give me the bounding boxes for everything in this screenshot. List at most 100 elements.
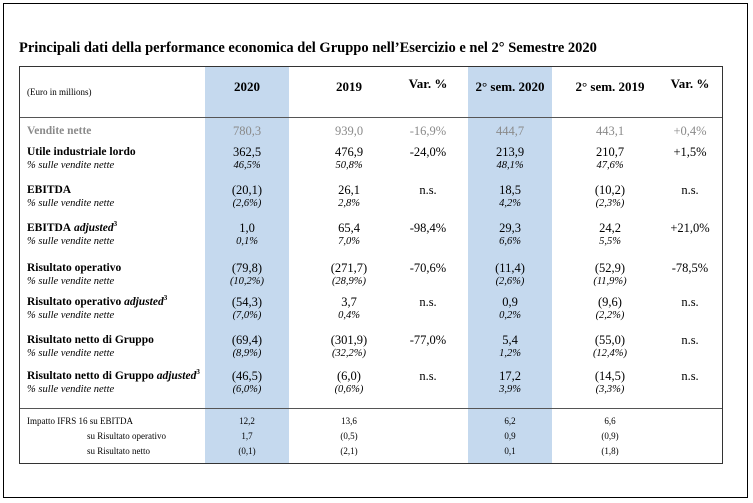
table-cell-percent: (6,0%) xyxy=(232,384,262,395)
table-cell-value: n.s. xyxy=(681,333,699,347)
header-h2-2019: 2° sem. 2019 xyxy=(575,79,645,94)
header-2020: 2020 xyxy=(234,79,260,94)
row-sub-label: % sulle vendite nette xyxy=(27,310,115,321)
table-cell-value: 5,4 xyxy=(502,333,518,347)
table-cell-value: (6,0) xyxy=(337,369,361,383)
ifrs-value: (2,1) xyxy=(340,446,358,456)
table-cell-percent: (2,2%) xyxy=(595,310,625,321)
table-cell-value: (46,5) xyxy=(231,369,263,383)
ifrs-value: (0,1) xyxy=(238,446,256,456)
table-cell-percent: (2,3%) xyxy=(595,198,625,209)
table-cell-value: (9,6) xyxy=(598,295,622,309)
table-cell-value: (271,7) xyxy=(330,261,368,275)
table-cell-value: -98,4% xyxy=(409,221,447,235)
table-cell-value: 362,5 xyxy=(232,145,262,159)
table-cell-percent: (11,9%) xyxy=(593,276,627,287)
row-sub-label: % sulle vendite nette xyxy=(27,236,115,247)
table-cell-value: (69,4) xyxy=(231,333,263,347)
table-cell-percent: 0,4% xyxy=(338,310,360,321)
table-cell-value: (11,4) xyxy=(495,261,525,275)
table-cell-percent: 46,5% xyxy=(233,160,261,171)
table-cell-value: +21,0% xyxy=(670,221,710,235)
table-cell-value: -16,9% xyxy=(409,124,447,138)
ifrs-label: Impatto IFRS 16 su EBITDA xyxy=(27,416,134,426)
ifrs-value: 13,6 xyxy=(341,416,357,426)
table-cell-value: 65,4 xyxy=(338,221,360,235)
ifrs-label: su Risultato netto xyxy=(87,446,150,456)
table-cell-value: (52,9) xyxy=(594,261,626,275)
table-cell-percent: 5,5% xyxy=(599,236,621,247)
ifrs-value: 6,2 xyxy=(504,416,516,426)
unit-note: (Euro in millions) xyxy=(27,87,92,97)
table-cell-percent: (8,9%) xyxy=(232,348,262,359)
table-cell-value: 17,2 xyxy=(499,369,521,383)
table-cell-value: (55,0) xyxy=(594,333,626,347)
table-cell-percent: (3,3%) xyxy=(595,384,625,395)
ifrs-value: (1,8) xyxy=(601,446,619,456)
table-cell-value: -77,0% xyxy=(409,333,447,347)
row-label: Utile industriale lordo xyxy=(27,146,136,158)
table-cell-value: (20,1) xyxy=(231,183,263,197)
header-h2-2020: 2° sem. 2020 xyxy=(475,79,545,94)
table-cell-value: 213,9 xyxy=(495,145,525,159)
table-cell-percent: (2,6%) xyxy=(495,276,525,287)
ifrs-value: 0,9 xyxy=(504,431,516,441)
table-cell-value: 1,0 xyxy=(239,221,255,235)
table-cell-percent: (2,6%) xyxy=(232,198,262,209)
table-cell-value: -24,0% xyxy=(409,145,447,159)
table-cell-value: 939,0 xyxy=(334,124,364,138)
table-cell-value: 24,2 xyxy=(599,221,621,235)
table-cell-value: (301,9) xyxy=(330,333,368,347)
table-cell-percent: 1,2% xyxy=(499,348,521,359)
table-cell-percent: (28,9%) xyxy=(331,276,367,287)
header-var-year: Var. % xyxy=(408,76,448,91)
table-cell-value: n.s. xyxy=(419,295,437,309)
table-cell-value: n.s. xyxy=(681,183,699,197)
page-title: Principali dati della performance econom… xyxy=(19,40,597,56)
row-label: Vendite nette xyxy=(27,125,92,137)
table-cell-value: 3,7 xyxy=(341,295,357,309)
table-cell-percent: 0,2% xyxy=(499,310,521,321)
table-cell-value: 210,7 xyxy=(595,145,625,159)
header-var-half: Var. % xyxy=(670,76,710,91)
table-cell-value: 443,1 xyxy=(595,124,625,138)
table-cell-value: 780,3 xyxy=(232,124,262,138)
ifrs-value: (0,5) xyxy=(340,431,358,441)
table-cell-value: 0,9 xyxy=(502,295,518,309)
row-sub-label: % sulle vendite nette xyxy=(27,160,115,171)
table-cell-percent: 48,1% xyxy=(496,160,524,171)
table-cell-value: -70,6% xyxy=(409,261,447,275)
table-cell-percent: (10,2%) xyxy=(229,276,265,287)
ifrs-value: 1,7 xyxy=(241,431,253,441)
table-cell-value: 444,7 xyxy=(495,124,525,138)
table-cell-value: (14,5) xyxy=(594,369,626,383)
row-label: Risultato operativo adjusted3 xyxy=(27,294,168,308)
table-cell-percent: 4,2% xyxy=(499,198,521,209)
ifrs-divider xyxy=(20,408,722,409)
row-sub-label: % sulle vendite nette xyxy=(27,276,115,287)
table-cell-value: n.s. xyxy=(681,369,699,383)
table-cell-percent: (7,0%) xyxy=(232,310,262,321)
row-label: EBITDA xyxy=(27,184,72,196)
highlight-column-h2-2020 xyxy=(468,67,552,463)
table-cell-value: 18,5 xyxy=(499,183,521,197)
table-cell-value: +1,5% xyxy=(673,145,707,159)
row-sub-label: % sulle vendite nette xyxy=(27,198,115,209)
table-cell-value: (54,3) xyxy=(231,295,263,309)
table-cell-percent: 2,8% xyxy=(338,198,360,209)
table-cell-percent: 47,6% xyxy=(596,160,624,171)
header-2019: 2019 xyxy=(336,79,362,94)
table-cell-percent: 6,6% xyxy=(499,236,521,247)
table-cell-value: +0,4% xyxy=(673,124,707,138)
table-cell-value: 26,1 xyxy=(338,183,360,197)
ifrs-value: 6,6 xyxy=(604,416,616,426)
table-cell-value: (10,2) xyxy=(594,183,626,197)
table-cell-percent: (12,4%) xyxy=(592,348,628,359)
ifrs-value: (0,9) xyxy=(601,431,619,441)
row-label: Risultato operativo xyxy=(27,262,122,274)
table-cell-percent: (0,6%) xyxy=(334,384,364,395)
row-sub-label: % sulle vendite nette xyxy=(27,384,115,395)
document-frame xyxy=(3,3,748,498)
table-cell-value: -78,5% xyxy=(671,261,709,275)
header-divider xyxy=(20,117,722,118)
